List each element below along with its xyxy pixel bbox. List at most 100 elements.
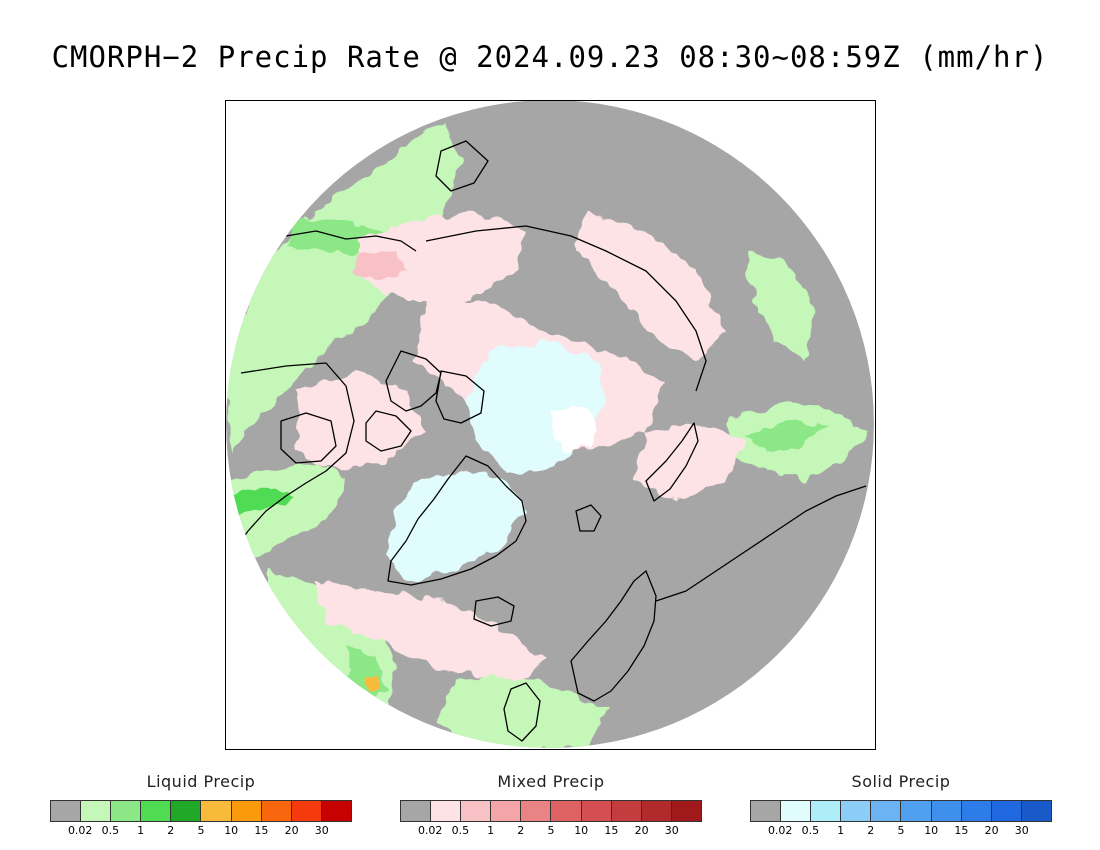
legend-ticks: 0.02 0.5 1 2 5 10 15 20 30 [50,824,352,838]
legend-tick-label: 10 [924,824,939,837]
polar-precip-map [226,101,874,748]
coastline-british-isles [503,682,541,742]
legend-swatch [141,801,172,821]
liquid-precip-region-northeast [746,251,816,361]
legend-tick-label: 2 [517,824,525,837]
legend-swatch [51,801,82,821]
legend-swatch [291,801,322,821]
legend-swatch [811,801,842,821]
legend-tick-label: 20 [984,824,999,837]
legend-title: Liquid Precip [146,772,256,791]
legend-tick-label: 2 [167,824,175,837]
mixed-precip-region-northeast [576,211,726,361]
legend-tick-label: 15 [954,824,969,837]
legend-swatch [581,801,612,821]
coastline-siberia [425,225,707,392]
legend-swatch [611,801,642,821]
legend-swatch [551,801,582,821]
legend-swatch [841,801,872,821]
coastline-svalbard [575,504,602,532]
liquid-precip-region-west [226,461,346,571]
legend-tick-label: 15 [254,824,269,837]
legend-tick-label: 20 [284,824,299,837]
legend-swatch [641,801,672,821]
legend-swatch [401,801,432,821]
legend-swatch [871,801,902,821]
legend-swatch [521,801,552,821]
liquid-precip-region-northwest [226,121,461,451]
legend-swatch [111,801,142,821]
mixed-precip-region-north [356,211,526,301]
legend-tick-label: 2 [867,824,875,837]
legend-swatch [671,801,701,821]
coastline-arctic-islands [365,350,485,452]
legend-tick-label: 20 [634,824,649,837]
liquid-precip-region-south [436,671,606,748]
coastline-novaya-zemlya [645,422,699,502]
legend-solid-precip: Solid Precip 0.02 0.5 1 2 5 10 15 20 30 [750,772,1052,838]
coastline-europe-russia [655,485,867,602]
coastline-hudson-bay [280,412,337,464]
legend-swatch [931,801,962,821]
legend-tick-label: 15 [604,824,619,837]
mixed-precip-region-atlantic [316,581,546,681]
coastline-chukotka [435,140,489,192]
legend-color-bar [50,800,352,822]
legend-tick-label: 0.02 [67,824,93,837]
mixed-precip-core-north [354,251,406,279]
liquid-precip-core-east [746,421,826,453]
map-title: CMORPH−2 Precip Rate @ 2024.09.23 08:30~… [51,40,1049,74]
liquid-precip-heavy-spot [364,677,382,695]
legend-tick-label: 1 [837,824,845,837]
legend-tick-label: 10 [224,824,239,837]
legend-swatch [751,801,782,821]
legend-tick-label: 5 [547,824,555,837]
legend-color-bar [750,800,1052,822]
legend-tick-label: 0.02 [417,824,443,837]
mixed-precip-region-west [296,371,426,471]
legend-liquid-precip: Liquid Precip 0.02 0.5 1 2 5 10 15 20 30 [50,772,352,838]
legend-ticks: 0.02 0.5 1 2 5 10 15 20 30 [750,824,1052,838]
coastline-iceland [473,596,515,627]
legend-swatch [171,801,202,821]
legend-swatch [781,801,812,821]
legend-mixed-precip: Mixed Precip 0.02 0.5 1 2 5 10 15 20 30 [400,772,702,838]
solid-precip-heavy-pole [554,407,598,451]
polar-map-frame [225,100,876,750]
legend-color-bar [400,800,702,822]
liquid-precip-core-west [231,486,296,513]
legend-swatch [961,801,992,821]
solid-precip-region-greenland [386,471,526,581]
legend-tick-label: 30 [664,824,679,837]
legend-swatch [201,801,232,821]
coastline-greenland [387,455,527,586]
legend-swatch [231,801,262,821]
legend-swatch [81,801,112,821]
legend-swatch [321,801,351,821]
legend-swatch [461,801,492,821]
mixed-precip-region-east [636,421,746,501]
legend-title: Solid Precip [851,772,951,791]
legend-tick-label: 10 [574,824,589,837]
legend-tick-label: 0.5 [801,824,820,837]
coastline-north-america [233,362,355,552]
legend-tick-label: 1 [487,824,495,837]
legend-tick-label: 5 [197,824,205,837]
legend-tick-label: 0.5 [451,824,470,837]
coastline-scandinavia [570,570,657,702]
legend-tick-label: 1 [137,824,145,837]
legend-swatch [431,801,462,821]
legend-tick-label: 0.5 [101,824,120,837]
legend-tick-label: 5 [897,824,905,837]
legend-title: Mixed Precip [497,772,605,791]
legend-swatch [1021,801,1051,821]
legend-tick-label: 30 [1014,824,1029,837]
legend-tick-label: 0.02 [767,824,793,837]
coastline-alaska [285,230,417,252]
legend-swatch [991,801,1022,821]
legend-ticks: 0.02 0.5 1 2 5 10 15 20 30 [400,824,702,838]
legend-swatch [491,801,522,821]
legend-swatch [261,801,292,821]
legend-tick-label: 30 [314,824,329,837]
legend-swatch [901,801,932,821]
